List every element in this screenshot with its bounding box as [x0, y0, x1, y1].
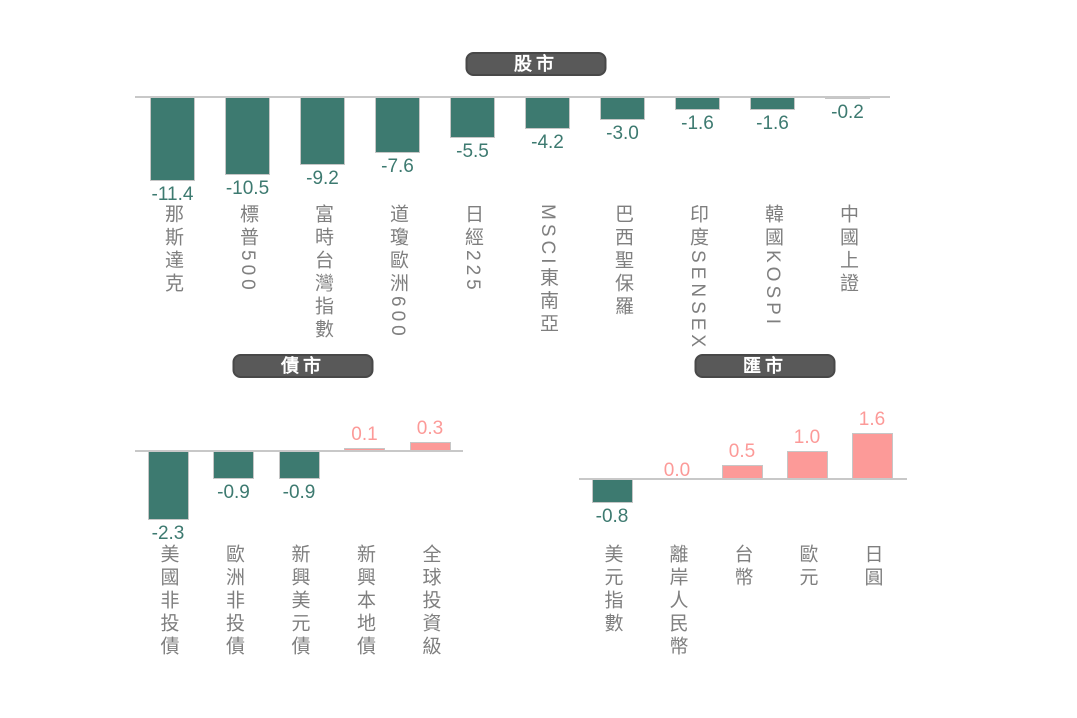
stock-market-value-label: -0.2: [831, 102, 864, 124]
fx-market-category-label: 歐元: [796, 544, 818, 590]
stock-market-bar: [375, 98, 420, 154]
stock-market-value-label: -9.2: [306, 168, 339, 190]
fx-market-axis-line: [579, 478, 907, 480]
fx-market-title-badge: 匯市: [694, 354, 836, 378]
stock-market-axis-line: [135, 96, 890, 98]
bond-market-axis-line: [135, 450, 463, 452]
fx-market-bar: [786, 450, 828, 479]
stock-market-category-label: 巴西聖保羅: [612, 204, 633, 319]
fx-market-bar: [591, 480, 633, 503]
bond-market-category-label: 全球投資級: [419, 544, 441, 659]
bond-market-bar: [344, 448, 385, 451]
fx-market-value-label: 1.0: [793, 426, 821, 448]
fx-market-value-label: -0.8: [595, 505, 629, 527]
bond-market-value-label: 0.3: [416, 418, 444, 440]
bond-market-bar: [409, 442, 451, 451]
bond-market-bar: [147, 452, 189, 520]
fx-market-value-label: 0.0: [663, 460, 691, 481]
stock-market-category-label: 標普500: [237, 204, 258, 294]
stock-market-value-label: -7.6: [381, 156, 414, 178]
fx-market-category-label: 離岸人民幣: [666, 544, 688, 659]
fx-market-value-label: 1.6: [858, 409, 886, 431]
bond-market-bar: [278, 452, 320, 479]
stock-market-category-label: 那斯達克: [162, 204, 183, 296]
stock-market-category-label: MSCI東南亞: [537, 204, 558, 337]
bond-market-title-badge: 債市: [232, 354, 374, 378]
bond-market-category-label: 歐洲非投債: [223, 544, 244, 659]
fx-market-category-label: 日圓: [861, 544, 883, 590]
bond-market-value-label: -0.9: [282, 481, 316, 503]
bond-market-category-label: 美國非投債: [157, 544, 179, 659]
stock-market-category-label: 中國上證: [837, 204, 858, 296]
stock-market-bar: [450, 98, 495, 139]
fx-market-bar: [721, 464, 763, 479]
stock-market-category-label: 印度SENSEX: [687, 204, 708, 352]
bond-market-category-label: 新興美元債: [288, 544, 310, 659]
stock-market-bar: [750, 98, 795, 110]
stock-market-bar: [150, 98, 195, 182]
stock-market-bar: [225, 98, 270, 175]
bond-market-value-label: -2.3: [151, 522, 185, 544]
fx-market-value-label: 0.5: [728, 440, 756, 462]
stock-market-value-label: -1.6: [681, 112, 714, 134]
fx-market-category-label: 台幣: [731, 544, 753, 590]
bond-market-value-label: 0.1: [351, 424, 378, 446]
stock-market-category-label: 富時台灣指數: [312, 204, 333, 342]
fx-market-bar: [851, 433, 893, 479]
stock-market-value-label: -5.5: [456, 141, 489, 163]
stock-market-bar: [300, 98, 345, 166]
stock-market-title-badge: 股市: [465, 52, 607, 76]
stock-market-bar: [675, 98, 720, 110]
stock-market-value-label: -3.0: [606, 122, 639, 144]
bond-market-category-label: 新興本地債: [354, 544, 375, 659]
stock-market-value-label: -10.5: [225, 177, 270, 199]
stock-market-category-label: 道瓊歐洲600: [387, 204, 408, 340]
stock-market-value-label: -4.2: [531, 131, 564, 153]
bond-market-value-label: -0.9: [217, 481, 250, 503]
stock-market-bar: [600, 98, 645, 120]
fx-market-category-label: 美元指數: [601, 544, 623, 636]
stock-market-bar: [825, 98, 870, 100]
bond-market-bar: [213, 452, 254, 479]
stock-market-value-label: -1.6: [756, 112, 789, 134]
stock-market-category-label: 日經225: [462, 204, 483, 294]
stock-market-category-label: 韓國KOSPI: [762, 204, 783, 329]
stock-market-bar: [525, 98, 570, 129]
stock-market-value-label: -11.4: [151, 184, 194, 206]
